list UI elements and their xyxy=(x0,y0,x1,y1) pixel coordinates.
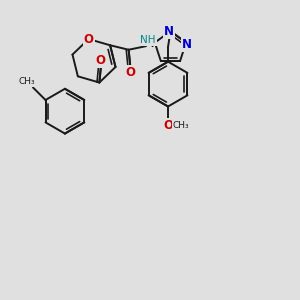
Text: N: N xyxy=(182,38,192,51)
Text: NH: NH xyxy=(140,35,156,45)
Text: O: O xyxy=(96,54,106,67)
Text: O: O xyxy=(125,66,135,79)
Text: N: N xyxy=(164,25,174,38)
Text: O: O xyxy=(84,32,94,46)
Text: CH₃: CH₃ xyxy=(18,77,35,86)
Text: O: O xyxy=(163,119,173,132)
Text: CH₃: CH₃ xyxy=(172,121,189,130)
